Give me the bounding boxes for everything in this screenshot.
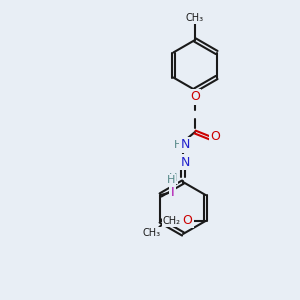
Text: O: O xyxy=(190,91,200,103)
Text: CH₂: CH₂ xyxy=(163,216,181,226)
Text: O: O xyxy=(183,214,193,226)
Text: N: N xyxy=(180,139,190,152)
Text: I: I xyxy=(171,187,174,200)
Text: OH: OH xyxy=(166,216,183,226)
Text: O: O xyxy=(210,130,220,143)
Text: H: H xyxy=(174,140,182,150)
Text: H: H xyxy=(169,173,177,183)
Text: H: H xyxy=(167,175,175,185)
Text: N: N xyxy=(180,155,190,169)
Text: CH₃: CH₃ xyxy=(186,13,204,23)
Text: CH₃: CH₃ xyxy=(142,228,160,238)
